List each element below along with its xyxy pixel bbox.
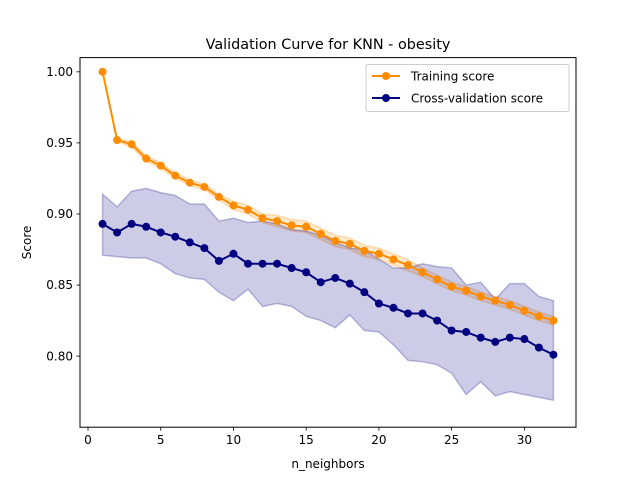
point-training-19 bbox=[360, 246, 369, 255]
point-cv-2 bbox=[113, 228, 122, 237]
point-training-30 bbox=[520, 306, 529, 315]
point-cv-23 bbox=[418, 309, 427, 318]
point-cv-1 bbox=[98, 219, 107, 228]
plot-frame bbox=[79, 57, 577, 428]
point-cv-17 bbox=[331, 273, 340, 282]
point-training-7 bbox=[185, 178, 194, 187]
x-axis-label: n_neighbors bbox=[291, 457, 364, 471]
point-cv-24 bbox=[433, 316, 442, 325]
point-cv-18 bbox=[345, 279, 354, 288]
point-cv-15 bbox=[302, 268, 311, 277]
point-cv-12 bbox=[258, 259, 267, 268]
point-cv-28 bbox=[491, 337, 500, 346]
point-cv-32 bbox=[549, 350, 558, 359]
point-training-2 bbox=[113, 136, 122, 145]
y-tick-label: 0.90 bbox=[46, 207, 73, 221]
point-cv-10 bbox=[229, 249, 238, 258]
point-cv-14 bbox=[287, 263, 296, 272]
point-training-12 bbox=[258, 214, 267, 223]
point-training-11 bbox=[244, 205, 252, 214]
y-tick-label: 0.80 bbox=[46, 349, 73, 363]
point-cv-8 bbox=[200, 244, 209, 253]
point-cv-7 bbox=[185, 238, 194, 247]
x-tick-label: 0 bbox=[84, 433, 92, 447]
point-cv-13 bbox=[273, 259, 282, 268]
x-tick-label: 5 bbox=[157, 433, 165, 447]
x-tick-label: 15 bbox=[299, 433, 314, 447]
point-training-17 bbox=[331, 236, 340, 245]
y-axis-ticks: 0.80 0.85 0.90 0.95 1.00 bbox=[46, 65, 80, 363]
point-cv-19 bbox=[360, 288, 369, 297]
legend-box bbox=[365, 64, 570, 112]
y-tick-label: 0.95 bbox=[46, 136, 73, 150]
point-cv-6 bbox=[171, 232, 180, 241]
series-markers bbox=[98, 67, 558, 359]
point-cv-30 bbox=[520, 335, 529, 344]
point-cv-11 bbox=[244, 259, 252, 268]
legend-marker-cv bbox=[382, 94, 390, 102]
point-training-25 bbox=[447, 282, 456, 291]
point-training-22 bbox=[404, 261, 412, 270]
point-training-10 bbox=[229, 201, 238, 210]
y-tick-label: 0.85 bbox=[46, 278, 73, 292]
point-cv-20 bbox=[374, 299, 383, 308]
y-axis-label: Score bbox=[20, 226, 34, 260]
legend-marker-training bbox=[382, 72, 390, 80]
point-cv-25 bbox=[447, 326, 456, 335]
point-training-4 bbox=[142, 154, 151, 163]
band-cv bbox=[101, 187, 555, 402]
point-cv-9 bbox=[214, 256, 223, 265]
point-training-24 bbox=[433, 275, 442, 284]
point-training-31 bbox=[534, 312, 543, 321]
chart-title: Validation Curve for KNN - obesity bbox=[206, 37, 451, 53]
point-cv-29 bbox=[505, 333, 514, 342]
point-training-15 bbox=[302, 222, 311, 231]
legend: Training score Cross-validation score bbox=[365, 64, 570, 112]
point-training-9 bbox=[214, 192, 223, 201]
point-cv-4 bbox=[142, 222, 151, 231]
point-training-3 bbox=[127, 140, 136, 149]
y-tick-label: 1.00 bbox=[46, 65, 73, 79]
point-training-21 bbox=[389, 255, 398, 264]
point-cv-16 bbox=[316, 278, 325, 287]
legend-label-cv: Cross-validation score bbox=[411, 92, 543, 106]
x-tick-label: 30 bbox=[517, 433, 532, 447]
point-cv-21 bbox=[389, 303, 398, 312]
point-training-1 bbox=[98, 67, 107, 76]
x-tick-label: 25 bbox=[444, 433, 459, 447]
point-training-8 bbox=[200, 182, 209, 191]
point-cv-22 bbox=[404, 309, 412, 318]
point-training-18 bbox=[345, 239, 354, 248]
legend-label-training: Training score bbox=[410, 70, 494, 84]
point-training-29 bbox=[505, 300, 514, 309]
point-cv-31 bbox=[534, 343, 543, 352]
point-cv-5 bbox=[156, 228, 165, 237]
point-training-14 bbox=[287, 221, 296, 230]
x-tick-label: 20 bbox=[371, 433, 386, 447]
point-training-6 bbox=[171, 171, 180, 180]
point-cv-27 bbox=[476, 333, 485, 342]
point-training-26 bbox=[462, 286, 471, 295]
point-training-5 bbox=[156, 161, 165, 170]
point-training-20 bbox=[374, 249, 383, 258]
point-cv-26 bbox=[462, 327, 471, 336]
point-training-28 bbox=[491, 296, 500, 305]
x-axis-ticks: 0 5 10 15 20 25 30 bbox=[84, 427, 532, 447]
point-training-32 bbox=[549, 316, 558, 325]
point-training-16 bbox=[316, 229, 325, 238]
point-training-13 bbox=[273, 217, 282, 226]
point-cv-3 bbox=[127, 219, 136, 228]
point-training-23 bbox=[418, 268, 427, 277]
point-training-27 bbox=[476, 292, 485, 301]
x-tick-label: 10 bbox=[226, 433, 241, 447]
